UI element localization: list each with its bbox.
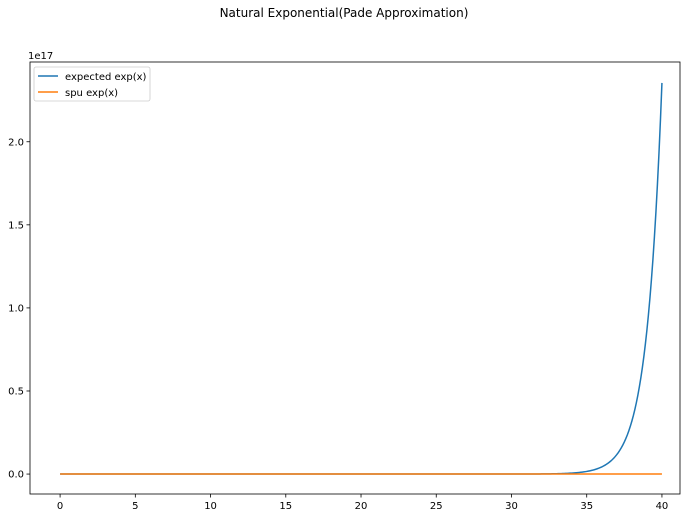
- x-axis: 0 5 10 15 20 25 30 35 40: [57, 494, 668, 512]
- legend-label-spu: spu exp(x): [65, 88, 118, 99]
- y-tick-label: 1.5: [8, 220, 24, 231]
- legend: expected exp(x) spu exp(x): [33, 66, 151, 102]
- x-tick-label: 25: [430, 501, 443, 512]
- x-tick-label: 5: [132, 501, 138, 512]
- x-tick-label: 35: [580, 501, 593, 512]
- x-tick-label: 15: [279, 501, 292, 512]
- legend-label-expected: expected exp(x): [65, 72, 147, 83]
- legend-box: [33, 66, 151, 102]
- chart-title: Natural Exponential(Pade Approximation): [220, 6, 469, 20]
- y-tick-label: 0.5: [8, 386, 24, 397]
- y-axis: 0.0 0.5 1.0 1.5 2.0: [8, 137, 30, 481]
- series-layer: [60, 82, 663, 475]
- x-tick-label: 20: [355, 501, 368, 512]
- x-tick-label: 0: [57, 501, 63, 512]
- y-offset-label: 1e17: [28, 51, 53, 62]
- x-tick-label: 40: [656, 501, 669, 512]
- plot-area: [29, 61, 681, 495]
- x-tick-label: 10: [204, 501, 217, 512]
- x-tick-label: 30: [505, 501, 518, 512]
- y-tick-label: 0.0: [8, 470, 24, 481]
- y-tick-label: 1.0: [8, 303, 24, 314]
- y-tick-label: 2.0: [8, 137, 24, 148]
